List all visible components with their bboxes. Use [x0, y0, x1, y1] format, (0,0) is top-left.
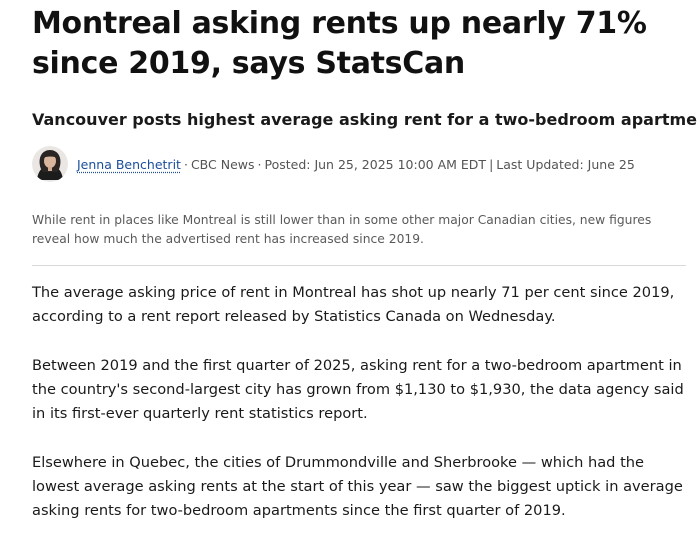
byline-separator: · [183, 156, 188, 172]
body-paragraph: Elsewhere in Quebec, the cities of Drumm… [32, 454, 683, 519]
byline-outlet: CBC News [190, 156, 255, 172]
subheadline: Vancouver posts highest average asking r… [32, 110, 698, 129]
article: Montreal asking rents up nearly 71% sinc… [32, 0, 698, 519]
author-avatar[interactable] [32, 146, 68, 182]
byline-separator: | [489, 156, 494, 172]
body-paragraph: The average asking price of rent in Mont… [32, 284, 675, 325]
headline: Montreal asking rents up nearly 71% sinc… [32, 6, 647, 81]
image-caption: While rent in places like Montreal is st… [32, 213, 652, 246]
posted-timestamp: Posted: Jun 25, 2025 10:00 AM EDT [264, 156, 487, 172]
updated-timestamp: Last Updated: June 25 [496, 156, 635, 172]
divider [32, 265, 686, 266]
body-paragraph: Between 2019 and the first quarter of 20… [32, 357, 684, 422]
article-body: The average asking price of rent in Mont… [32, 281, 692, 548]
byline-separator: · [257, 156, 262, 172]
author-photo-icon [32, 146, 68, 182]
byline: Jenna Benchetrit · CBC News · Posted: Ju… [32, 146, 692, 182]
author-link[interactable]: Jenna Benchetrit [77, 156, 181, 172]
